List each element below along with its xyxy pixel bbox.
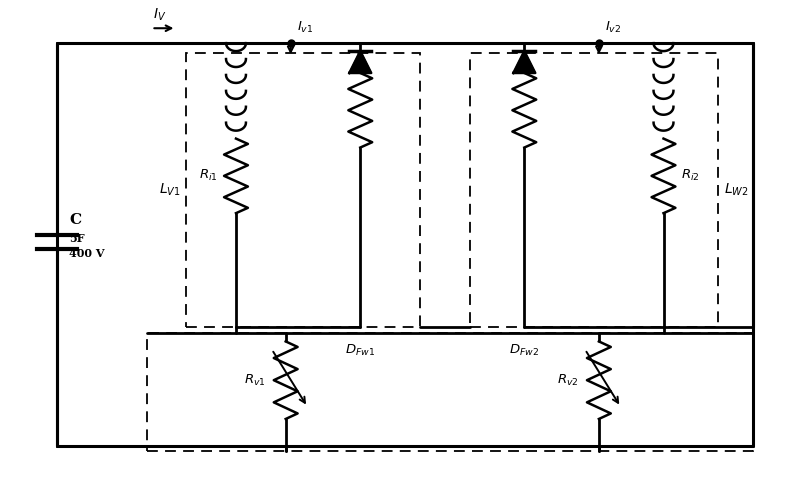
- Text: $L_{V1}$: $L_{V1}$: [159, 182, 180, 198]
- Text: $D_{Fw2}$: $D_{Fw2}$: [509, 342, 539, 358]
- Polygon shape: [513, 51, 535, 73]
- Text: $R_{i1}$: $R_{i1}$: [200, 168, 218, 184]
- Text: $I_{v1}$: $I_{v1}$: [297, 20, 313, 35]
- Text: C: C: [69, 213, 81, 227]
- Text: $L_{W2}$: $L_{W2}$: [724, 182, 749, 198]
- Text: $R_{v1}$: $R_{v1}$: [244, 373, 266, 388]
- Polygon shape: [350, 51, 371, 73]
- Text: $D_{Fw1}$: $D_{Fw1}$: [345, 342, 375, 358]
- Text: $I_{v2}$: $I_{v2}$: [605, 20, 621, 35]
- Text: $R_{i2}$: $R_{i2}$: [681, 168, 700, 184]
- Bar: [470, 53, 719, 326]
- Text: 400 V: 400 V: [69, 248, 105, 259]
- Bar: [147, 334, 753, 451]
- Text: $R_{v2}$: $R_{v2}$: [557, 373, 579, 388]
- Text: $I_V$: $I_V$: [152, 7, 166, 23]
- Text: 5F: 5F: [69, 232, 84, 243]
- Bar: [187, 53, 420, 326]
